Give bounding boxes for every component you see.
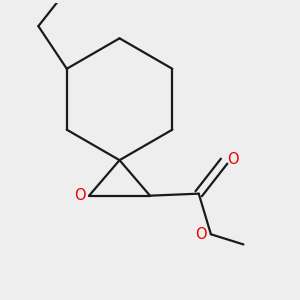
Text: O: O	[74, 188, 86, 203]
Text: O: O	[195, 227, 207, 242]
Text: O: O	[227, 152, 239, 166]
